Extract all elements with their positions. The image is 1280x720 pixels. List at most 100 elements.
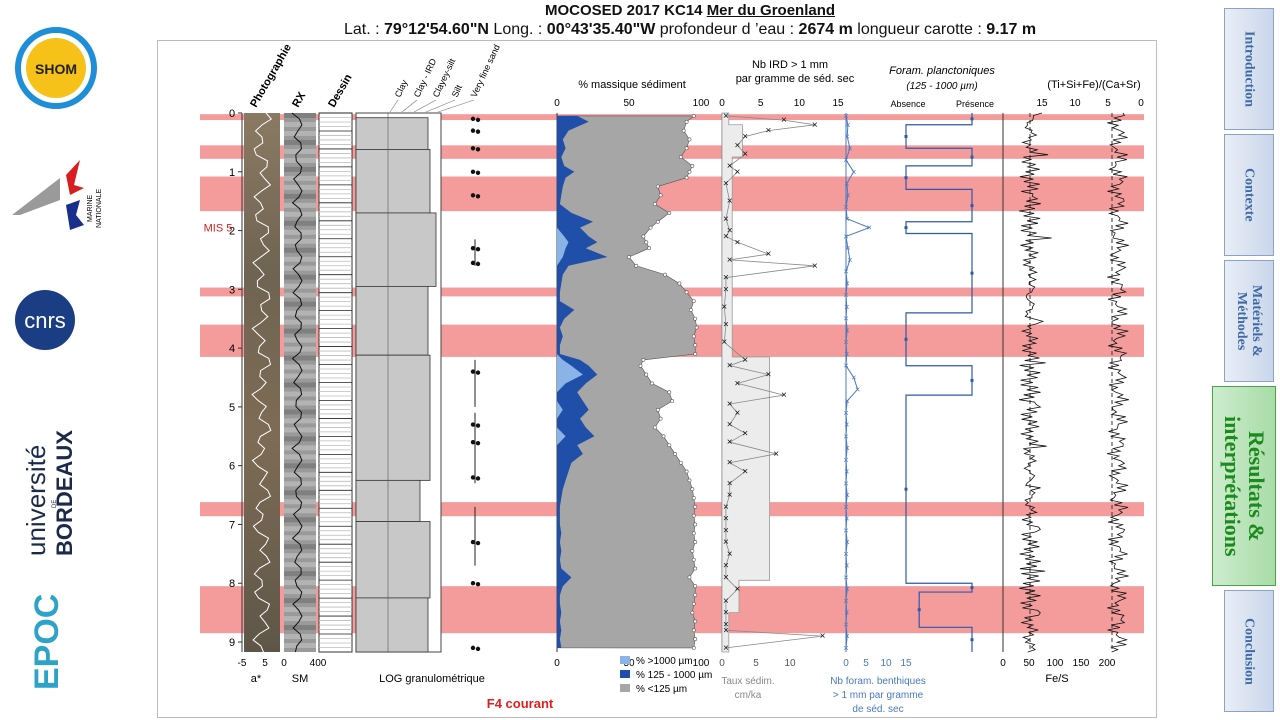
ird-point-46: × — [723, 596, 729, 607]
fine-point-60 — [693, 619, 698, 624]
fine-point-43 — [684, 469, 689, 474]
fine-point-42 — [678, 460, 683, 465]
depth-axis: 0 1 2 3 4 5 6 7 8 9 MIS 5 — [204, 108, 243, 652]
nav-contexte-label: Contexte — [1241, 168, 1257, 222]
foram-marker-12 — [970, 638, 974, 642]
fine-point-54 — [693, 566, 698, 571]
ird-point-33: × — [773, 449, 779, 460]
ird-line — [723, 115, 823, 649]
sedrate-area — [721, 112, 770, 653]
ird-symbol-13 — [470, 645, 476, 651]
dessin-column — [318, 112, 353, 653]
ird-point-41: × — [723, 537, 729, 548]
benthic-point-37: × — [845, 537, 850, 547]
ird-point-5: × — [735, 140, 741, 151]
ird-point-17: × — [812, 261, 818, 272]
benthic-point-46: × — [843, 643, 848, 653]
benthic-tick-0: 0 — [843, 658, 849, 669]
benthic-xlabel-2: > 1 mm par gramme — [833, 690, 924, 701]
nav-introduction-label: Introduction — [1241, 31, 1257, 107]
logos-svg: SHOM MARINE NATIONALE cnrs université BO… — [12, 27, 103, 690]
log-class-pointer-1 — [401, 99, 418, 113]
depth-tick-label-8: 8 — [229, 578, 235, 590]
ird-symbol-6 — [470, 260, 476, 266]
log-class-3: Silt — [450, 83, 465, 99]
benthic-point-40: × — [843, 572, 848, 582]
nav-introduction[interactable]: Introduction — [1224, 8, 1274, 130]
depth-tick-label-2: 2 — [229, 226, 235, 238]
ird-symbol-b-5 — [475, 246, 481, 252]
fine-point-37 — [658, 416, 663, 421]
benthic-point-1: × — [845, 120, 850, 130]
fine-point-45 — [690, 487, 695, 492]
ratio-column: 15 10 5 0 — [1036, 98, 1144, 653]
ird-point-0: × — [723, 111, 729, 122]
ird-title-1: Nb IRD > 1 mm — [752, 59, 828, 71]
rx-tick-0: 0 — [281, 658, 287, 669]
rx-band — [284, 310, 316, 316]
foram-marker-6 — [970, 271, 974, 275]
nav-contexte[interactable]: Contexte — [1224, 134, 1274, 256]
rx-band — [284, 445, 316, 451]
ird-point-13: × — [723, 231, 729, 242]
ratio-tick-3: 0 — [1138, 98, 1144, 109]
ird-tick-3: 15 — [832, 98, 844, 109]
rx-band — [284, 508, 316, 514]
foram-marker-4 — [970, 204, 974, 208]
fine-point-59 — [690, 610, 695, 615]
fine-point-20 — [663, 272, 667, 277]
benthic-line — [845, 115, 871, 648]
ratio-title: (Ti+Si+Fe)/(Ca+Sr) — [1047, 79, 1140, 91]
lat-label: Lat. : — [343, 21, 384, 38]
fine-point-10 — [658, 193, 663, 198]
core-value: 9.17 m — [986, 21, 1037, 38]
fine-point-46 — [691, 496, 696, 500]
log-class-pointer-2 — [413, 99, 437, 113]
log-box-4 — [355, 354, 431, 481]
benthic-xlabel-3: de séd. sec — [852, 704, 903, 715]
rx-band — [284, 355, 316, 361]
fine-point-49 — [693, 522, 698, 527]
fine-point-39 — [661, 434, 666, 439]
ird-symbol-10 — [470, 475, 476, 480]
fes-tick-2: 100 — [1047, 658, 1064, 669]
fine-point-1 — [684, 119, 689, 124]
rx-band — [284, 598, 316, 604]
ird-point-18: × — [723, 273, 729, 284]
rx-band — [284, 157, 316, 163]
fine-point-41 — [673, 452, 677, 456]
ratio-tick-0: 15 — [1036, 98, 1048, 109]
nav-materiels[interactable]: Matériels & Méthodes — [1224, 260, 1274, 382]
benthic-point-42: × — [843, 596, 848, 606]
log-class-pointer-3 — [425, 99, 456, 113]
fine-point-23 — [691, 299, 696, 303]
ird-point-51: × — [723, 643, 729, 654]
rx-band — [284, 211, 316, 217]
fes-tick-4: 200 — [1099, 658, 1116, 669]
nav-conclusion[interactable]: Conclusion — [1224, 590, 1274, 712]
depth-label: profondeur d ’eau : — [655, 21, 799, 38]
ird-point-31: × — [742, 428, 748, 439]
ird-point-2: × — [812, 120, 818, 131]
fine-point-51 — [693, 540, 698, 544]
benthic-point-11: × — [843, 231, 848, 241]
foram-subtitle: (125 - 1000 µm) — [906, 81, 977, 92]
legend-swatch-medium — [620, 670, 630, 678]
rx-band — [284, 247, 316, 253]
ird-symbol-b-6 — [475, 261, 481, 267]
photo-title: Photographie — [248, 42, 294, 109]
fine-point-14 — [648, 225, 653, 230]
ird-point-19: × — [723, 284, 729, 295]
grain-tick-top-2: 100 — [693, 98, 710, 109]
foram-present-label: Présence — [956, 99, 994, 109]
benthic-point-32: × — [843, 478, 848, 488]
ird-symbol-2 — [470, 146, 476, 151]
benthic-point-4: × — [843, 155, 848, 165]
fine-point-44 — [687, 478, 692, 483]
benthic-point-29: × — [845, 443, 850, 453]
nav-resultats[interactable]: Résultats & interprétations — [1212, 386, 1276, 586]
fine-point-40 — [667, 443, 672, 447]
rx-band — [284, 643, 316, 649]
series-medium — [557, 115, 608, 648]
dessin-title: Dessin — [326, 72, 355, 109]
